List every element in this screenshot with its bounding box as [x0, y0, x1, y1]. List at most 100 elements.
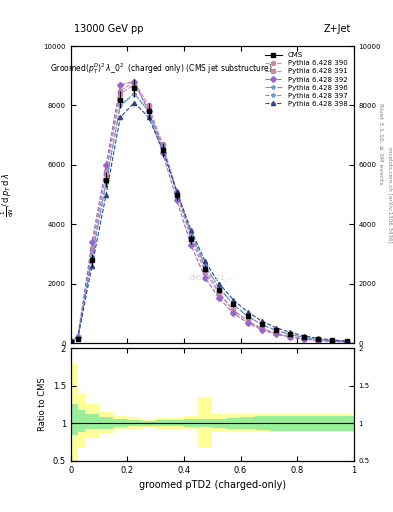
Pythia 6.428 391: [75, 334, 80, 340]
Pythia 6.428 397: [259, 322, 264, 328]
Line: Pythia 6.428 396: Pythia 6.428 396: [69, 92, 349, 344]
Pythia 6.428 397: [203, 263, 208, 269]
Pythia 6.428 397: [302, 334, 307, 340]
Pythia 6.428 396: [316, 336, 321, 343]
Legend: CMS, Pythia 6.428 390, Pythia 6.428 391, Pythia 6.428 392, Pythia 6.428 396, Pyt: CMS, Pythia 6.428 390, Pythia 6.428 391,…: [262, 50, 350, 110]
Pythia 6.428 397: [75, 335, 80, 341]
Text: Rivet 3.1.10, ≥ 3M events: Rivet 3.1.10, ≥ 3M events: [379, 102, 384, 184]
Pythia 6.428 392: [316, 337, 321, 344]
Pythia 6.428 396: [302, 334, 307, 340]
Pythia 6.428 396: [344, 338, 349, 345]
Pythia 6.428 390: [316, 337, 321, 344]
Pythia 6.428 390: [90, 245, 94, 251]
Y-axis label: Ratio to CMS: Ratio to CMS: [38, 378, 47, 431]
Pythia 6.428 392: [274, 331, 278, 337]
Pythia 6.428 396: [118, 102, 123, 109]
Pythia 6.428 391: [174, 191, 179, 198]
Pythia 6.428 396: [274, 327, 278, 333]
Pythia 6.428 392: [217, 295, 222, 302]
Pythia 6.428 398: [274, 325, 278, 331]
Pythia 6.428 396: [259, 322, 264, 328]
Pythia 6.428 398: [231, 297, 236, 303]
Pythia 6.428 397: [160, 144, 165, 150]
Pythia 6.428 392: [90, 239, 94, 245]
Pythia 6.428 390: [203, 266, 208, 272]
Text: mcplots.cern.ch [arXiv:1306.3436]: mcplots.cern.ch [arXiv:1306.3436]: [387, 147, 391, 242]
Pythia 6.428 397: [90, 254, 94, 260]
Pythia 6.428 396: [330, 337, 335, 344]
Pythia 6.428 392: [231, 310, 236, 316]
Pythia 6.428 390: [174, 188, 179, 195]
Pythia 6.428 398: [104, 191, 108, 198]
Pythia 6.428 397: [189, 230, 193, 236]
Pythia 6.428 398: [118, 114, 123, 120]
Pythia 6.428 397: [146, 109, 151, 115]
Pythia 6.428 392: [132, 79, 137, 85]
Pythia 6.428 391: [330, 338, 335, 345]
Pythia 6.428 390: [132, 79, 137, 85]
Pythia 6.428 390: [104, 168, 108, 174]
Pythia 6.428 396: [203, 263, 208, 269]
Line: Pythia 6.428 392: Pythia 6.428 392: [69, 80, 349, 344]
Pythia 6.428 398: [259, 318, 264, 324]
Pythia 6.428 396: [146, 109, 151, 115]
Pythia 6.428 391: [68, 338, 73, 345]
Pythia 6.428 397: [316, 336, 321, 343]
Pythia 6.428 396: [174, 188, 179, 195]
Pythia 6.428 396: [160, 144, 165, 150]
Pythia 6.428 390: [245, 317, 250, 324]
Pythia 6.428 398: [75, 335, 80, 342]
Pythia 6.428 392: [160, 150, 165, 156]
Pythia 6.428 392: [75, 333, 80, 339]
Pythia 6.428 390: [344, 339, 349, 345]
Pythia 6.428 390: [118, 88, 123, 94]
Pythia 6.428 390: [68, 338, 73, 345]
Pythia 6.428 398: [132, 99, 137, 105]
Pythia 6.428 391: [344, 339, 349, 345]
X-axis label: groomed pTD2 (charged-only): groomed pTD2 (charged-only): [139, 480, 286, 490]
Pythia 6.428 391: [316, 337, 321, 344]
Pythia 6.428 391: [118, 91, 123, 97]
Pythia 6.428 397: [330, 337, 335, 344]
Pythia 6.428 397: [118, 102, 123, 109]
Text: $\frac{1}{\mathrm{d}N}\,/\,\mathrm{d}\,p_T\,\mathrm{d}\,\lambda$: $\frac{1}{\mathrm{d}N}\,/\,\mathrm{d}\,p…: [0, 172, 16, 217]
Pythia 6.428 398: [302, 333, 307, 339]
Pythia 6.428 392: [104, 162, 108, 168]
Pythia 6.428 391: [90, 248, 94, 254]
Pythia 6.428 391: [302, 336, 307, 342]
Pythia 6.428 392: [146, 109, 151, 115]
Line: Pythia 6.428 398: Pythia 6.428 398: [69, 100, 349, 344]
Pythia 6.428 397: [104, 180, 108, 186]
Pythia 6.428 397: [132, 91, 137, 97]
Pythia 6.428 392: [203, 274, 208, 281]
Pythia 6.428 392: [118, 81, 123, 88]
Pythia 6.428 391: [132, 81, 137, 88]
Pythia 6.428 397: [344, 338, 349, 345]
Pythia 6.428 390: [160, 141, 165, 147]
Pythia 6.428 398: [174, 188, 179, 195]
Pythia 6.428 397: [245, 313, 250, 319]
Text: CMS_2021_...: CMS_2021_...: [189, 274, 235, 281]
Pythia 6.428 396: [288, 331, 292, 337]
Pythia 6.428 391: [189, 236, 193, 242]
Pythia 6.428 390: [330, 338, 335, 345]
Pythia 6.428 392: [174, 198, 179, 204]
Line: Pythia 6.428 390: Pythia 6.428 390: [69, 80, 349, 344]
Pythia 6.428 391: [288, 334, 292, 340]
Pythia 6.428 396: [68, 338, 73, 345]
Pythia 6.428 396: [217, 285, 222, 291]
Pythia 6.428 392: [189, 242, 193, 248]
Pythia 6.428 396: [90, 254, 94, 260]
Pythia 6.428 390: [217, 289, 222, 295]
Pythia 6.428 398: [316, 335, 321, 342]
Pythia 6.428 391: [259, 326, 264, 332]
Pythia 6.428 397: [174, 188, 179, 195]
Pythia 6.428 398: [217, 281, 222, 287]
Pythia 6.428 390: [146, 102, 151, 109]
Pythia 6.428 391: [146, 105, 151, 112]
Text: Groomed$(p_T^D)^2\,\lambda\_0^2$  (charged only) (CMS jet substructure): Groomed$(p_T^D)^2\,\lambda\_0^2$ (charge…: [50, 61, 273, 76]
Pythia 6.428 398: [288, 329, 292, 335]
Pythia 6.428 398: [203, 258, 208, 264]
Text: 13000 GeV pp: 13000 GeV pp: [73, 24, 143, 34]
Pythia 6.428 390: [274, 330, 278, 336]
